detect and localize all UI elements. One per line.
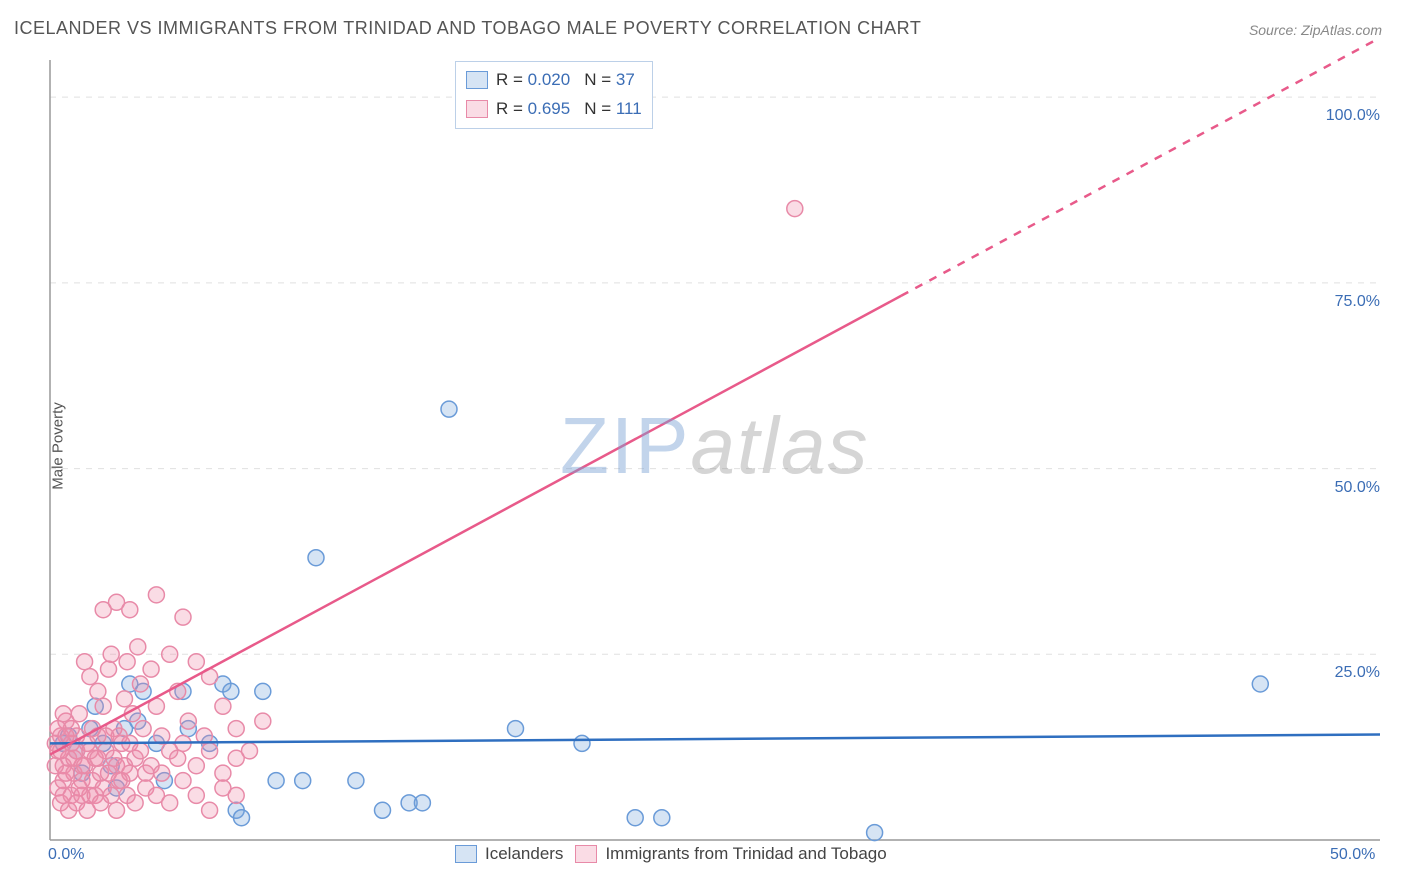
x-tick-label: 50.0% — [1330, 846, 1375, 864]
legend-swatch — [575, 845, 597, 863]
series-legend-item: Icelanders — [455, 844, 563, 864]
source-attribution: Source: ZipAtlas.com — [1249, 22, 1382, 38]
source-name: ZipAtlas.com — [1301, 22, 1382, 38]
legend-swatch — [455, 845, 477, 863]
source-label: Source: — [1249, 22, 1297, 38]
y-tick-label: 75.0% — [1310, 293, 1380, 311]
y-tick-label: 50.0% — [1310, 479, 1380, 497]
series-legend: Icelanders Immigrants from Trinidad and T… — [455, 844, 887, 864]
series-name: Icelanders — [485, 844, 563, 864]
correlation-legend: R = 0.020N = 37R = 0.695N = 111 — [455, 61, 653, 129]
y-tick-label: 100.0% — [1310, 107, 1380, 125]
legend-row: R = 0.020N = 37 — [466, 66, 642, 95]
series-name: Immigrants from Trinidad and Tobago — [605, 844, 886, 864]
y-tick-label: 25.0% — [1310, 664, 1380, 682]
legend-swatch — [466, 100, 488, 118]
chart-plot-area: ZIPatlas R = 0.020N = 37R = 0.695N = 111… — [50, 60, 1380, 840]
legend-stats: R = 0.695N = 111 — [496, 95, 642, 124]
scatter-chart-svg — [50, 60, 1380, 840]
x-tick-label: 0.0% — [48, 846, 84, 864]
legend-stats: R = 0.020N = 37 — [496, 66, 635, 95]
legend-row: R = 0.695N = 111 — [466, 95, 642, 124]
series-legend-item: Immigrants from Trinidad and Tobago — [575, 844, 886, 864]
chart-title: ICELANDER VS IMMIGRANTS FROM TRINIDAD AN… — [14, 18, 921, 39]
legend-swatch — [466, 71, 488, 89]
